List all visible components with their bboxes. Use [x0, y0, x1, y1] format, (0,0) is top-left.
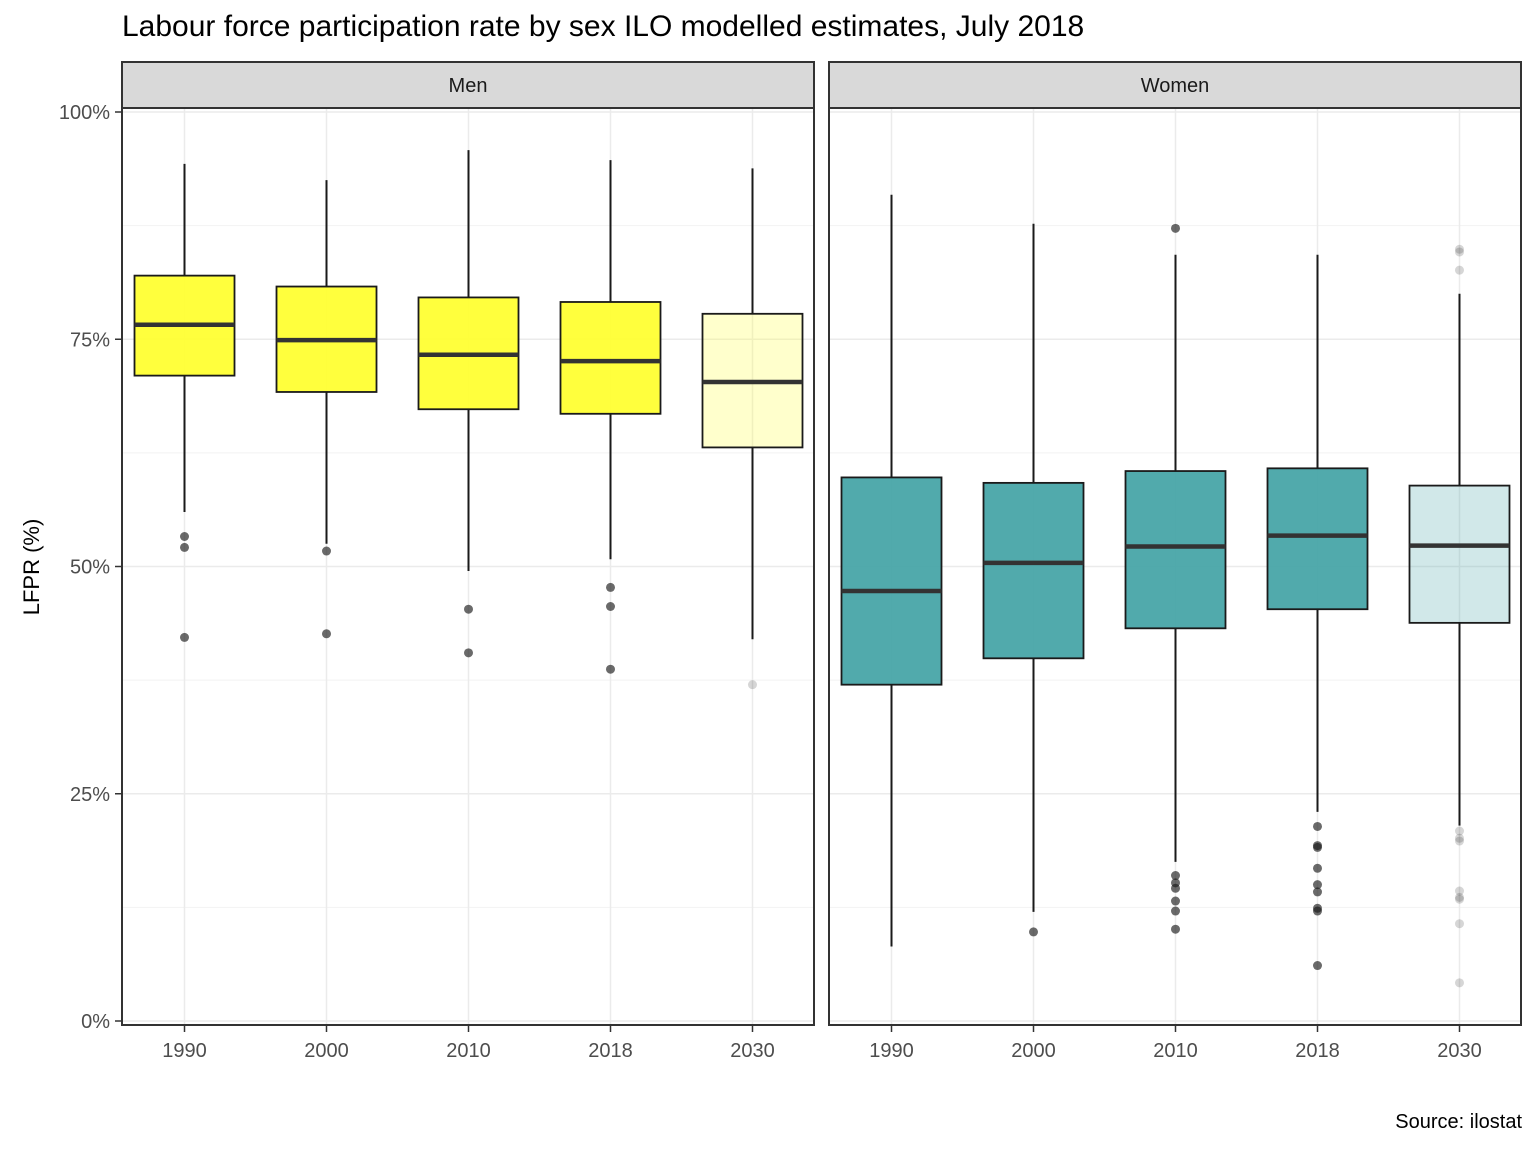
x-tick-label: 2000 — [1011, 1040, 1056, 1062]
iqr-box — [559, 301, 662, 415]
strip-label-men: Men — [449, 75, 488, 97]
box-women-2018 — [1266, 254, 1369, 971]
outlier-point — [1029, 927, 1039, 937]
panel-men: Men 1990 2000 2010 2018 2030 — [121, 61, 815, 1062]
x-tick-label: 2018 — [1295, 1040, 1340, 1062]
x-tick-label: 2018 — [588, 1040, 633, 1062]
outlier-point — [605, 664, 615, 674]
strip-label-women: Women — [1141, 75, 1210, 97]
box-men-2018 — [559, 160, 662, 674]
outlier-point — [1454, 886, 1464, 896]
iqr-box — [982, 481, 1085, 660]
box-women-2000 — [982, 223, 1085, 937]
x-tick-label: 1990 — [162, 1040, 207, 1062]
box-women-2030 — [1408, 244, 1511, 988]
outlier-point — [180, 542, 190, 552]
outlier-point — [1454, 919, 1464, 929]
box-men-2000 — [275, 180, 378, 639]
outlier-point — [1454, 892, 1464, 902]
outlier-point — [322, 546, 332, 556]
outlier-point — [1454, 244, 1464, 254]
y-tick-label: 25% — [70, 784, 110, 806]
box-women-1990 — [840, 194, 943, 947]
outlier-point — [747, 680, 757, 690]
y-tick-label: 75% — [70, 329, 110, 351]
outlier-point — [464, 604, 473, 614]
y-tick-label: 0% — [81, 1011, 110, 1033]
outlier-point — [1312, 863, 1322, 873]
outlier-point — [1171, 896, 1180, 906]
outlier-point — [1454, 247, 1464, 257]
x-tick-label: 2010 — [1153, 1040, 1198, 1062]
outlier-point — [1312, 961, 1322, 971]
outlier-point — [605, 601, 615, 611]
box-women-2010 — [1124, 223, 1227, 934]
y-axis: 0% 25% 50% 75% 100% — [59, 102, 122, 1033]
iqr-box — [1124, 470, 1227, 630]
outlier-point — [322, 629, 332, 639]
box-men-2010 — [417, 150, 520, 658]
outlier-point — [1312, 842, 1322, 852]
outlier-point — [1171, 223, 1180, 233]
outlier-point — [180, 532, 190, 542]
x-tick-label: 2010 — [446, 1040, 491, 1062]
y-tick-label: 50% — [70, 557, 110, 579]
iqr-box — [840, 476, 943, 686]
outlier-point — [1454, 978, 1464, 988]
outlier-point — [1312, 880, 1322, 890]
iqr-box — [1266, 467, 1369, 611]
outlier-point — [1454, 836, 1464, 846]
outlier-point — [1171, 883, 1180, 893]
strip-women — [828, 61, 1522, 109]
strip-men — [121, 61, 815, 109]
x-tick-label: 1990 — [869, 1040, 914, 1062]
outlier-point — [1171, 906, 1180, 916]
outlier-point — [1454, 826, 1464, 836]
outlier-point — [1312, 821, 1322, 831]
chart-title: Labour force participation rate by sex I… — [122, 10, 1085, 43]
outlier-point — [464, 648, 473, 658]
box-men-2030 — [701, 168, 804, 690]
outlier-point — [1312, 906, 1322, 916]
outlier-point — [180, 632, 190, 642]
outlier-point — [1312, 887, 1322, 897]
outlier-point — [1454, 833, 1464, 843]
y-tick-label: 100% — [59, 102, 110, 124]
panel-women: Women 1990 2000 2010 2018 2030 — [828, 61, 1522, 1062]
outlier-point — [1171, 871, 1180, 881]
outlier-point — [1171, 924, 1180, 934]
outlier-point — [1454, 265, 1464, 275]
x-tick-label: 2000 — [304, 1040, 349, 1062]
x-tick-label: 2030 — [1437, 1040, 1482, 1062]
outlier-point — [605, 582, 615, 592]
source-caption: Source: ilostat — [1395, 1111, 1522, 1133]
x-tick-label: 2030 — [730, 1040, 775, 1062]
outlier-point — [1454, 894, 1464, 904]
box-men-1990 — [133, 163, 236, 642]
iqr-box — [1408, 484, 1511, 624]
